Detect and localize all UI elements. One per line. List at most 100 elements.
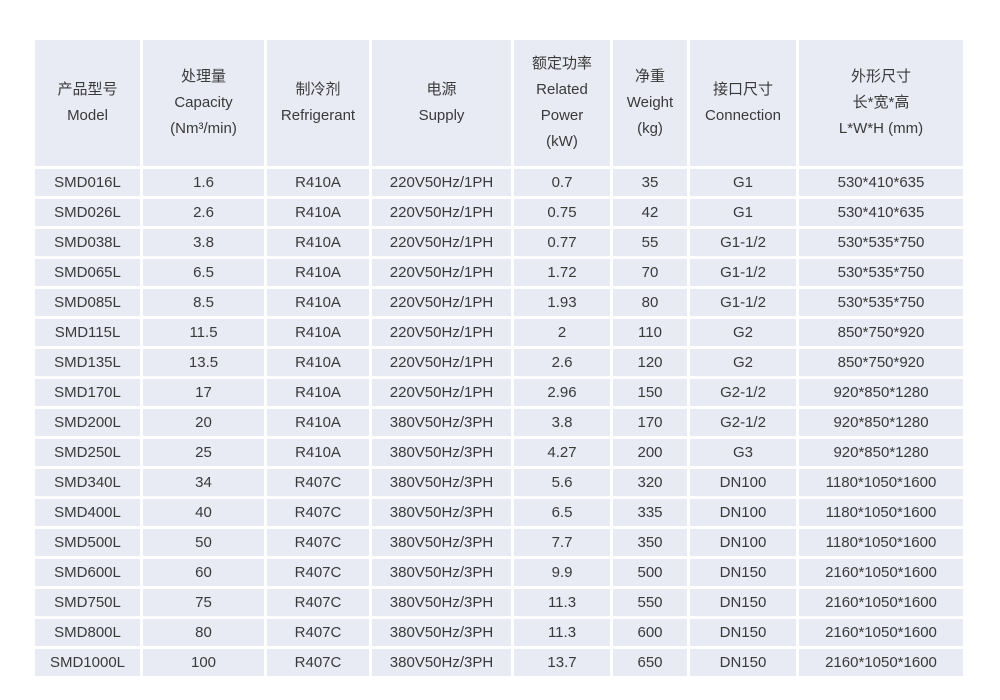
- cell-connection: G1-1/2: [690, 229, 796, 256]
- cell-connection: G2: [690, 319, 796, 346]
- column-header-line: 接口尺寸: [712, 81, 773, 98]
- cell-supply: 220V50Hz/1PH: [372, 319, 511, 346]
- cell-supply: 220V50Hz/1PH: [372, 289, 511, 316]
- cell-refrigerant: R410A: [267, 379, 369, 406]
- cell-model: SMD038L: [35, 229, 140, 256]
- cell-weight: 110: [613, 319, 687, 346]
- cell-dimensions: 2160*1050*1600: [799, 559, 963, 586]
- cell-related-power: 0.7: [514, 169, 610, 196]
- cell-refrigerant: R407C: [267, 589, 369, 616]
- cell-weight: 200: [613, 439, 687, 466]
- cell-weight: 650: [613, 649, 687, 676]
- cell-connection: G1-1/2: [690, 289, 796, 316]
- cell-weight: 70: [613, 259, 687, 286]
- cell-weight: 42: [613, 199, 687, 226]
- table-row: SMD170L 17 R410A 220V50Hz/1PH 2.96 150 G2-1/2 9…: [35, 379, 963, 406]
- cell-related-power: 1.93: [514, 289, 610, 316]
- cell-capacity: 3.8: [143, 229, 264, 256]
- table-row: SMD600L 60 R407C 380V50Hz/3PH 9.9 500 DN150 216…: [35, 559, 963, 586]
- cell-dimensions: 920*850*1280: [799, 409, 963, 436]
- cell-related-power: 4.27: [514, 439, 610, 466]
- product-spec-table: 产品型号 Model 处理量 Capacity (Nm³/min) 制冷剂 Refriger…: [32, 37, 966, 679]
- cell-model: SMD065L: [35, 259, 140, 286]
- cell-capacity: 75: [143, 589, 264, 616]
- cell-related-power: 3.8: [514, 409, 610, 436]
- cell-related-power: 6.5: [514, 499, 610, 526]
- cell-supply: 380V50Hz/3PH: [372, 589, 511, 616]
- cell-capacity: 100: [143, 649, 264, 676]
- column-header-dimensions: 外形尺寸 长*宽*高 L*W*H (mm): [799, 40, 963, 166]
- table-row: SMD200L 20 R410A 380V50Hz/3PH 3.8 170 G2-1/2 92…: [35, 409, 963, 436]
- cell-model: SMD250L: [35, 439, 140, 466]
- cell-refrigerant: R410A: [267, 259, 369, 286]
- cell-connection: G2: [690, 349, 796, 376]
- column-header-line: 额定功率: [531, 55, 592, 72]
- cell-capacity: 40: [143, 499, 264, 526]
- cell-supply: 220V50Hz/1PH: [372, 379, 511, 406]
- cell-capacity: 20: [143, 409, 264, 436]
- column-header-line: Model: [67, 107, 108, 124]
- column-header-line: Capacity: [174, 94, 233, 111]
- table-row: SMD500L 50 R407C 380V50Hz/3PH 7.7 350 DN100 118…: [35, 529, 963, 556]
- column-header-line: (kg): [637, 120, 663, 137]
- cell-capacity: 25: [143, 439, 264, 466]
- cell-supply: 220V50Hz/1PH: [372, 229, 511, 256]
- cell-connection: G1-1/2: [690, 259, 796, 286]
- cell-weight: 500: [613, 559, 687, 586]
- cell-supply: 380V50Hz/3PH: [372, 469, 511, 496]
- table-row: SMD750L 75 R407C 380V50Hz/3PH 11.3 550 DN150 21…: [35, 589, 963, 616]
- column-header-capacity: 处理量 Capacity (Nm³/min): [143, 40, 264, 166]
- cell-model: SMD115L: [35, 319, 140, 346]
- cell-related-power: 0.77: [514, 229, 610, 256]
- cell-refrigerant: R407C: [267, 499, 369, 526]
- table-body: SMD016L 1.6 R410A 220V50Hz/1PH 0.7 35 G1 530*41…: [35, 169, 963, 676]
- cell-related-power: 9.9: [514, 559, 610, 586]
- table-row: SMD016L 1.6 R410A 220V50Hz/1PH 0.7 35 G1 530*41…: [35, 169, 963, 196]
- cell-connection: DN100: [690, 529, 796, 556]
- cell-capacity: 80: [143, 619, 264, 646]
- cell-model: SMD340L: [35, 469, 140, 496]
- cell-refrigerant: R407C: [267, 469, 369, 496]
- cell-supply: 380V50Hz/3PH: [372, 559, 511, 586]
- cell-related-power: 2: [514, 319, 610, 346]
- cell-supply: 380V50Hz/3PH: [372, 649, 511, 676]
- cell-capacity: 17: [143, 379, 264, 406]
- cell-weight: 55: [613, 229, 687, 256]
- cell-weight: 550: [613, 589, 687, 616]
- cell-supply: 380V50Hz/3PH: [372, 499, 511, 526]
- cell-related-power: 13.7: [514, 649, 610, 676]
- cell-dimensions: 920*850*1280: [799, 379, 963, 406]
- column-header-weight: 净重 Weight (kg): [613, 40, 687, 166]
- cell-connection: DN100: [690, 469, 796, 496]
- cell-refrigerant: R407C: [267, 619, 369, 646]
- cell-connection: DN150: [690, 649, 796, 676]
- column-header-model: 产品型号 Model: [35, 40, 140, 166]
- cell-model: SMD500L: [35, 529, 140, 556]
- cell-dimensions: 1180*1050*1600: [799, 499, 963, 526]
- cell-related-power: 11.3: [514, 589, 610, 616]
- column-header-related-power: 额定功率 Related Power (kW): [514, 40, 610, 166]
- cell-refrigerant: R410A: [267, 229, 369, 256]
- cell-capacity: 8.5: [143, 289, 264, 316]
- cell-connection: G3: [690, 439, 796, 466]
- cell-model: SMD200L: [35, 409, 140, 436]
- table-row: SMD065L 6.5 R410A 220V50Hz/1PH 1.72 70 G1-1/2 5…: [35, 259, 963, 286]
- cell-weight: 320: [613, 469, 687, 496]
- cell-capacity: 13.5: [143, 349, 264, 376]
- cell-capacity: 34: [143, 469, 264, 496]
- cell-related-power: 2.96: [514, 379, 610, 406]
- column-header-line: (Nm³/min): [170, 120, 237, 137]
- cell-model: SMD026L: [35, 199, 140, 226]
- cell-weight: 80: [613, 289, 687, 316]
- column-header-line: L*W*H (mm): [838, 120, 924, 137]
- column-header-line: 外形尺寸: [850, 68, 911, 85]
- cell-connection: G1: [690, 199, 796, 226]
- table-row: SMD026L 2.6 R410A 220V50Hz/1PH 0.75 42 G1 530*4…: [35, 199, 963, 226]
- cell-dimensions: 530*410*635: [799, 169, 963, 196]
- cell-model: SMD600L: [35, 559, 140, 586]
- cell-related-power: 1.72: [514, 259, 610, 286]
- cell-refrigerant: R410A: [267, 409, 369, 436]
- cell-dimensions: 2160*1050*1600: [799, 589, 963, 616]
- column-header-line: 处理量: [180, 68, 226, 85]
- column-header-connection: 接口尺寸 Connection: [690, 40, 796, 166]
